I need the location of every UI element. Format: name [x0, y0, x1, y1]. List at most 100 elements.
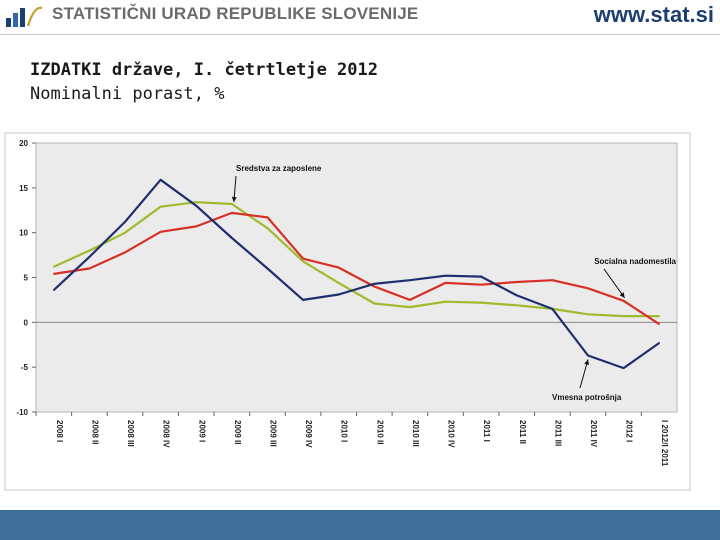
data-point-socialna-nadomestila: [551, 279, 554, 281]
data-point-vmesna-potrosnja: [53, 289, 55, 291]
x-tick-label: I 2012/I 2011: [660, 420, 669, 467]
data-point-socialna-nadomestila: [658, 323, 660, 325]
data-point-vmesna-potrosnja: [622, 367, 625, 369]
data-point-socialna-nadomestila: [195, 225, 198, 228]
data-point-sredstva-za-zaposlene: [124, 231, 126, 234]
series-annotation: Sredstva za zaposlene: [236, 164, 322, 173]
x-tick-label: 2010 II: [375, 420, 384, 444]
x-tick-label: 2011 III: [553, 420, 562, 446]
data-point-sredstva-za-zaposlene: [622, 315, 625, 317]
data-point-vmesna-potrosnja: [195, 204, 198, 207]
data-point-vmesna-potrosnja: [587, 354, 589, 357]
x-tick-label: 2008 I: [55, 420, 64, 442]
x-tick-label: 2009 IV: [304, 420, 313, 448]
data-point-vmesna-potrosnja: [88, 256, 91, 258]
y-tick-label: -10: [16, 408, 28, 417]
x-tick-label: 2009 I: [197, 420, 206, 442]
data-point-vmesna-potrosnja: [266, 267, 269, 270]
y-tick-label: 20: [19, 139, 28, 148]
data-point-socialna-nadomestila: [622, 300, 625, 302]
data-point-sredstva-za-zaposlene: [409, 306, 411, 308]
y-tick-label: -5: [21, 363, 29, 372]
data-point-socialna-nadomestila: [480, 283, 482, 286]
data-point-vmesna-potrosnja: [409, 279, 411, 281]
arrow-head-icon: [584, 359, 590, 365]
data-point-socialna-nadomestila: [337, 266, 340, 269]
header: STATISTIČNI URAD REPUBLIKE SLOVENIJE www…: [0, 0, 720, 34]
data-point-sredstva-za-zaposlene: [480, 301, 482, 304]
slide-subtitle: Nominalni porast, %: [30, 84, 225, 104]
data-point-sredstva-za-zaposlene: [231, 203, 233, 205]
sors-logo-icon: [6, 6, 43, 27]
data-point-socialna-nadomestila: [124, 251, 126, 254]
data-point-socialna-nadomestila: [587, 287, 589, 290]
x-tick-label: 2008 IV: [162, 420, 171, 448]
x-tick-label: 2011 II: [518, 420, 527, 444]
series-line-socialna-nadomestila: [53, 211, 660, 326]
data-point-vmesna-potrosnja: [231, 237, 233, 239]
data-point-vmesna-potrosnja: [551, 308, 554, 310]
annotation-arrow: [603, 268, 625, 299]
x-tick-label: 2012 I: [625, 420, 634, 442]
data-point-sredstva-za-zaposlene: [53, 265, 55, 268]
data-point-vmesna-potrosnja: [444, 274, 447, 277]
header-divider: [0, 34, 720, 35]
x-tick-label: 2010 III: [411, 420, 420, 447]
x-tick-label: 2008 II: [90, 420, 99, 444]
data-point-sredstva-za-zaposlene: [515, 304, 518, 307]
data-point-socialna-nadomestila: [231, 212, 233, 214]
data-point-socialna-nadomestila: [53, 273, 55, 275]
x-tick-label: 2011 IV: [589, 420, 598, 448]
y-tick-label: 5: [24, 274, 29, 283]
series-annotation: Socialna nadomestila: [594, 257, 676, 266]
x-tick-label: 2010 IV: [447, 420, 456, 448]
data-point-vmesna-potrosnja: [159, 178, 162, 181]
x-tick-label: 2009 III: [268, 420, 277, 447]
y-tick-label: 15: [19, 184, 28, 193]
y-tick-label: 10: [19, 229, 28, 238]
footer-bar: [0, 510, 720, 540]
series-annotation: Vmesna potrošnja: [552, 393, 622, 402]
data-point-socialna-nadomestila: [515, 281, 518, 283]
data-point-socialna-nadomestila: [302, 257, 304, 260]
x-tick-label: 2009 II: [233, 420, 242, 444]
data-point-sredstva-za-zaposlene: [337, 282, 340, 284]
data-point-socialna-nadomestila: [409, 299, 411, 301]
organization-name: STATISTIČNI URAD REPUBLIKE SLOVENIJE: [52, 4, 419, 23]
data-point-sredstva-za-zaposlene: [266, 227, 269, 229]
y-tick-label: 0: [24, 318, 29, 327]
website-link[interactable]: www.stat.si: [593, 2, 714, 27]
series-line-vmesna-potrosnja: [53, 178, 660, 370]
data-point-vmesna-potrosnja: [337, 293, 340, 296]
arrow-head-icon: [231, 196, 237, 202]
data-point-sredstva-za-zaposlene: [587, 313, 589, 316]
annotations: Sredstva za zaposlene Socialna nadomestil…: [231, 164, 677, 402]
data-point-socialna-nadomestila: [444, 282, 447, 284]
data-point-vmesna-potrosnja: [124, 221, 126, 223]
data-point-socialna-nadomestila: [88, 267, 91, 270]
data-point-vmesna-potrosnja: [302, 299, 304, 301]
data-point-socialna-nadomestila: [159, 230, 162, 233]
x-tick-label: 2010 I: [340, 420, 349, 442]
y-axis: 20 15 10 5 0 -5 -10: [16, 139, 677, 417]
data-point-sredstva-za-zaposlene: [159, 205, 162, 208]
x-tick-label: 2008 III: [126, 420, 135, 447]
data-point-sredstva-za-zaposlene: [195, 201, 198, 203]
data-point-vmesna-potrosnja: [480, 275, 482, 278]
data-point-sredstva-za-zaposlene: [658, 315, 660, 317]
data-point-socialna-nadomestila: [266, 216, 269, 219]
x-tick-label: 2011 I: [482, 420, 491, 442]
series-line-sredstva-za-zaposlene: [53, 201, 660, 318]
series-group: [53, 178, 660, 370]
data-point-vmesna-potrosnja: [658, 342, 660, 344]
data-point-vmesna-potrosnja: [515, 294, 518, 297]
data-point-sredstva-za-zaposlene: [88, 249, 91, 252]
x-axis: 2008 I 2008 II 2008 III 2008 IV 2009 I 2009 I…: [35, 412, 669, 467]
data-point-sredstva-za-zaposlene: [302, 260, 304, 263]
data-point-vmesna-potrosnja: [373, 282, 376, 285]
data-point-sredstva-za-zaposlene: [373, 302, 376, 305]
data-point-socialna-nadomestila: [373, 285, 376, 288]
slide-title: IZDATKI države, I. četrtletje 2012: [30, 60, 378, 80]
data-point-sredstva-za-zaposlene: [444, 300, 447, 303]
